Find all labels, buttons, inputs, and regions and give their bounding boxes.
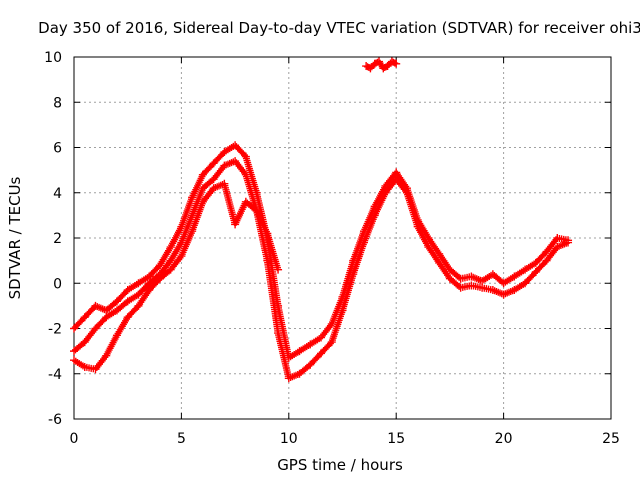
y-tick-label: 6: [53, 141, 62, 157]
series-track-b: [70, 157, 573, 383]
series-track-c: [70, 179, 283, 374]
x-axis-label: GPS time / hours: [277, 456, 403, 474]
chart-title: Day 350 of 2016, Sidereal Day-to-day VTE…: [38, 19, 640, 37]
x-tick-label: 20: [495, 431, 513, 447]
data-point: [188, 193, 197, 202]
data-point: [510, 272, 519, 281]
y-tick-label: 0: [53, 276, 62, 292]
y-tick-label: 10: [44, 50, 62, 66]
data-point: [424, 243, 433, 252]
y-tick-label: 2: [53, 231, 62, 247]
data-point: [521, 265, 530, 274]
x-tick-label: 10: [280, 431, 298, 447]
y-tick-label: 8: [53, 95, 62, 111]
data-point: [70, 356, 78, 365]
series-track-d: [362, 57, 401, 73]
series-trace: [364, 58, 399, 72]
data-point: [112, 331, 121, 340]
data-point: [166, 243, 175, 252]
data-point: [370, 211, 379, 220]
y-tick-label: -4: [48, 367, 62, 383]
x-tick-label: 5: [177, 431, 186, 447]
data-point: [510, 286, 519, 295]
data-point: [188, 227, 197, 236]
data-point: [435, 258, 444, 267]
y-tick-label: -2: [48, 322, 62, 338]
y-axis: -6 -4 -2 0 2 4 6 8 10: [44, 50, 611, 428]
series-trace: [72, 180, 281, 373]
y-tick-label: 4: [53, 186, 62, 202]
data-point: [295, 347, 304, 356]
x-axis: 0 5 10 15 20 25: [70, 57, 620, 447]
data-point: [306, 340, 315, 349]
series-trace: [71, 142, 570, 361]
data-point: [564, 238, 573, 247]
series-trace: [72, 158, 570, 382]
data-point: [478, 276, 487, 285]
data-point: [134, 279, 143, 288]
data-point: [499, 290, 508, 299]
y-tick-label: -6: [48, 412, 62, 428]
y-axis-label: SDTVAR / TECUs: [6, 176, 24, 299]
x-tick-label: 25: [602, 431, 620, 447]
x-tick-label: 0: [70, 431, 79, 447]
grid: [74, 57, 611, 419]
x-tick-label: 15: [387, 431, 405, 447]
data-series: [70, 57, 573, 383]
